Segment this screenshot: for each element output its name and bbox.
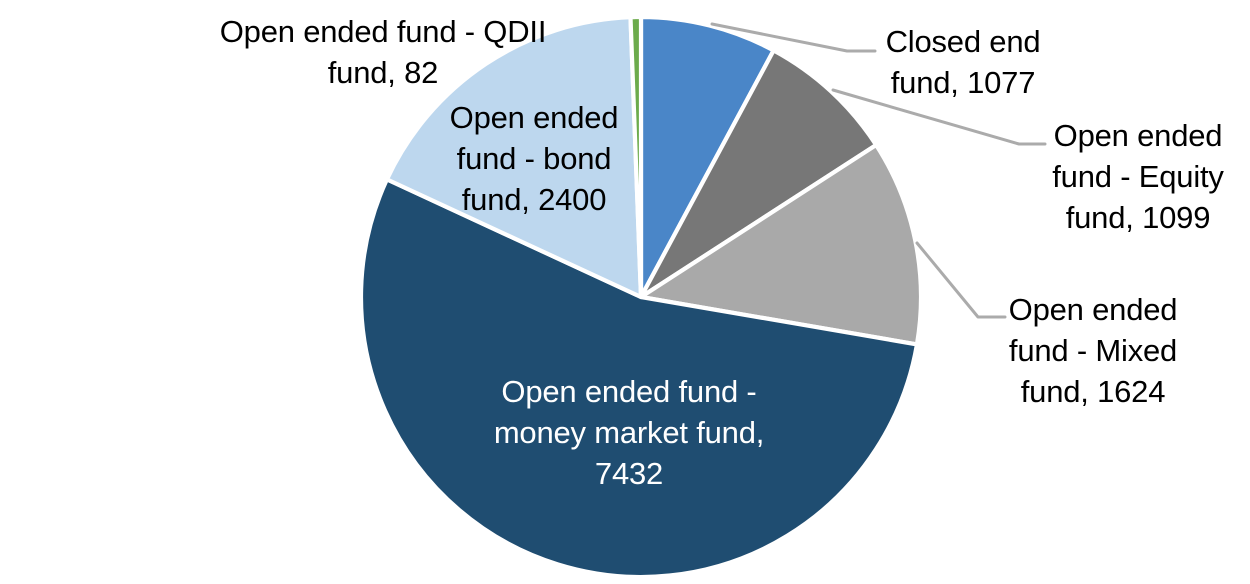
- data-label-closed-end-fund: Closed end fund, 1077: [885, 24, 1041, 100]
- data-label-mixed-fund: Open ended fund - Mixed fund, 1624: [1008, 292, 1178, 409]
- slice-closed-end-fund: [638, 14, 776, 300]
- leader-line-mixed-fund: [915, 241, 1007, 319]
- slice-open-ended-fund-equity-fund: [638, 48, 879, 300]
- data-label-bond-fund: Open ended fund - bond fund, 2400: [449, 100, 619, 217]
- data-label-equity-fund: Open ended fund - Equity fund, 1099: [1052, 118, 1224, 235]
- slice-open-ended-fund-mixed-fund: [638, 142, 924, 347]
- data-label-money-market-fund: Open ended fund - money market fund, 743…: [493, 374, 765, 491]
- leader-line-equity-fund: [831, 88, 1047, 146]
- data-label-qdii-fund: Open ended fund - QDII fund, 82: [219, 14, 547, 90]
- slice-open-ended-fund-money-market-fund: [358, 177, 920, 580]
- leader-line-closed-end-fund: [710, 22, 877, 53]
- pie-slices: [358, 14, 924, 580]
- slice-open-ended-fund-bond-fund: [384, 15, 644, 300]
- leader-lines: [710, 22, 1047, 319]
- slice-open-ended-fund-qdii-fund: [628, 14, 644, 300]
